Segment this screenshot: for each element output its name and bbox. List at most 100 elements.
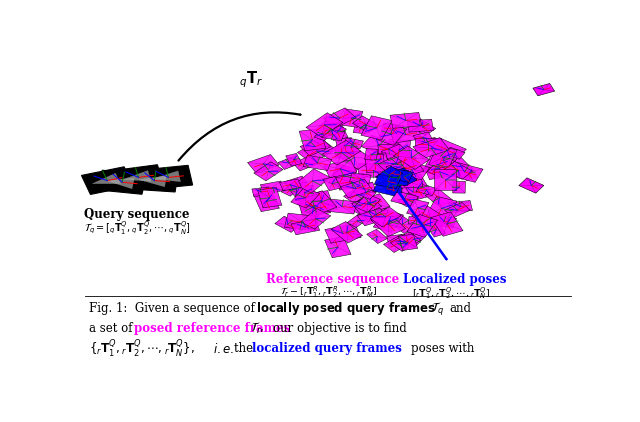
Polygon shape	[292, 156, 317, 171]
Polygon shape	[381, 144, 416, 169]
Polygon shape	[390, 126, 422, 143]
Polygon shape	[343, 138, 364, 149]
Polygon shape	[370, 207, 401, 227]
Text: a set of: a set of	[89, 322, 136, 335]
Polygon shape	[353, 116, 379, 133]
Polygon shape	[431, 212, 463, 236]
Polygon shape	[358, 196, 381, 212]
FancyArrowPatch shape	[399, 192, 447, 259]
Text: $\mathcal{T}_q = [_q\mathbf{T}_1^Q, {}_q\mathbf{T}_2^Q, \cdots, {}_q\mathbf{T}_N: $\mathcal{T}_q = [_q\mathbf{T}_1^Q, {}_q…	[84, 219, 191, 236]
Polygon shape	[107, 178, 134, 189]
Polygon shape	[426, 222, 446, 237]
Polygon shape	[348, 197, 374, 214]
Polygon shape	[387, 168, 413, 182]
Polygon shape	[390, 232, 421, 252]
Polygon shape	[335, 147, 348, 158]
Polygon shape	[387, 140, 411, 160]
Polygon shape	[340, 179, 372, 198]
Text: $_q\mathbf{T}_r$: $_q\mathbf{T}_r$	[239, 70, 263, 90]
Polygon shape	[278, 157, 300, 170]
Polygon shape	[401, 230, 426, 248]
Polygon shape	[428, 138, 467, 161]
Text: our objective is to find: our objective is to find	[273, 322, 407, 335]
Polygon shape	[373, 210, 403, 233]
Polygon shape	[414, 216, 436, 233]
Polygon shape	[394, 160, 430, 180]
Text: localized query frames: localized query frames	[252, 342, 402, 355]
Polygon shape	[445, 203, 470, 218]
Polygon shape	[407, 214, 438, 237]
Polygon shape	[342, 141, 359, 154]
Polygon shape	[323, 176, 341, 191]
Polygon shape	[413, 138, 449, 159]
Polygon shape	[412, 206, 449, 230]
Polygon shape	[323, 125, 341, 134]
Polygon shape	[446, 162, 483, 182]
Polygon shape	[394, 146, 429, 169]
Polygon shape	[285, 213, 319, 231]
Polygon shape	[300, 129, 326, 151]
Polygon shape	[326, 124, 348, 141]
Polygon shape	[139, 176, 166, 187]
Polygon shape	[392, 170, 408, 185]
Polygon shape	[336, 174, 367, 190]
Polygon shape	[281, 183, 300, 196]
Polygon shape	[254, 162, 283, 181]
Polygon shape	[435, 155, 469, 176]
Polygon shape	[533, 84, 555, 96]
Polygon shape	[374, 153, 388, 165]
Polygon shape	[445, 147, 465, 159]
Polygon shape	[361, 135, 397, 157]
Text: Fig. 1:  Given a sequence of: Fig. 1: Given a sequence of	[89, 303, 259, 316]
Polygon shape	[291, 187, 320, 208]
Polygon shape	[374, 174, 401, 189]
Polygon shape	[358, 163, 388, 177]
Polygon shape	[418, 138, 439, 149]
Polygon shape	[344, 187, 369, 203]
FancyArrowPatch shape	[179, 112, 300, 161]
Polygon shape	[383, 234, 412, 252]
Polygon shape	[407, 119, 433, 132]
Polygon shape	[425, 189, 453, 208]
Polygon shape	[413, 132, 432, 143]
Polygon shape	[378, 144, 400, 154]
Polygon shape	[324, 237, 351, 258]
Polygon shape	[322, 128, 345, 141]
Polygon shape	[323, 140, 361, 165]
Polygon shape	[367, 229, 387, 243]
Polygon shape	[301, 208, 331, 229]
Polygon shape	[361, 116, 392, 140]
Polygon shape	[336, 145, 373, 169]
Polygon shape	[353, 121, 368, 134]
Polygon shape	[297, 195, 330, 218]
Polygon shape	[355, 194, 381, 212]
Polygon shape	[365, 154, 385, 172]
Polygon shape	[275, 216, 300, 233]
Polygon shape	[124, 170, 151, 181]
Polygon shape	[449, 200, 472, 213]
Polygon shape	[306, 113, 343, 137]
Polygon shape	[324, 160, 357, 178]
Polygon shape	[153, 171, 180, 182]
Polygon shape	[252, 187, 270, 197]
Polygon shape	[425, 164, 454, 180]
Text: Reference sequence: Reference sequence	[266, 273, 399, 286]
Polygon shape	[434, 154, 452, 168]
Polygon shape	[365, 149, 378, 160]
Polygon shape	[406, 199, 429, 216]
Text: $[_r\mathbf{T}_1^Q, {}_r\mathbf{T}_2^Q, \cdots, {}_r\mathbf{T}_N^Q]$: $[_r\mathbf{T}_1^Q, {}_r\mathbf{T}_2^Q, …	[412, 285, 490, 300]
Polygon shape	[444, 161, 472, 179]
Polygon shape	[428, 160, 452, 177]
Polygon shape	[310, 191, 334, 211]
Polygon shape	[376, 166, 403, 184]
Polygon shape	[387, 234, 413, 247]
Polygon shape	[280, 179, 301, 191]
Polygon shape	[390, 112, 422, 128]
Polygon shape	[403, 177, 433, 200]
Polygon shape	[328, 164, 358, 187]
Text: the: the	[234, 342, 257, 355]
Polygon shape	[381, 123, 404, 135]
Polygon shape	[429, 146, 457, 169]
Polygon shape	[300, 138, 331, 156]
Polygon shape	[351, 194, 390, 216]
